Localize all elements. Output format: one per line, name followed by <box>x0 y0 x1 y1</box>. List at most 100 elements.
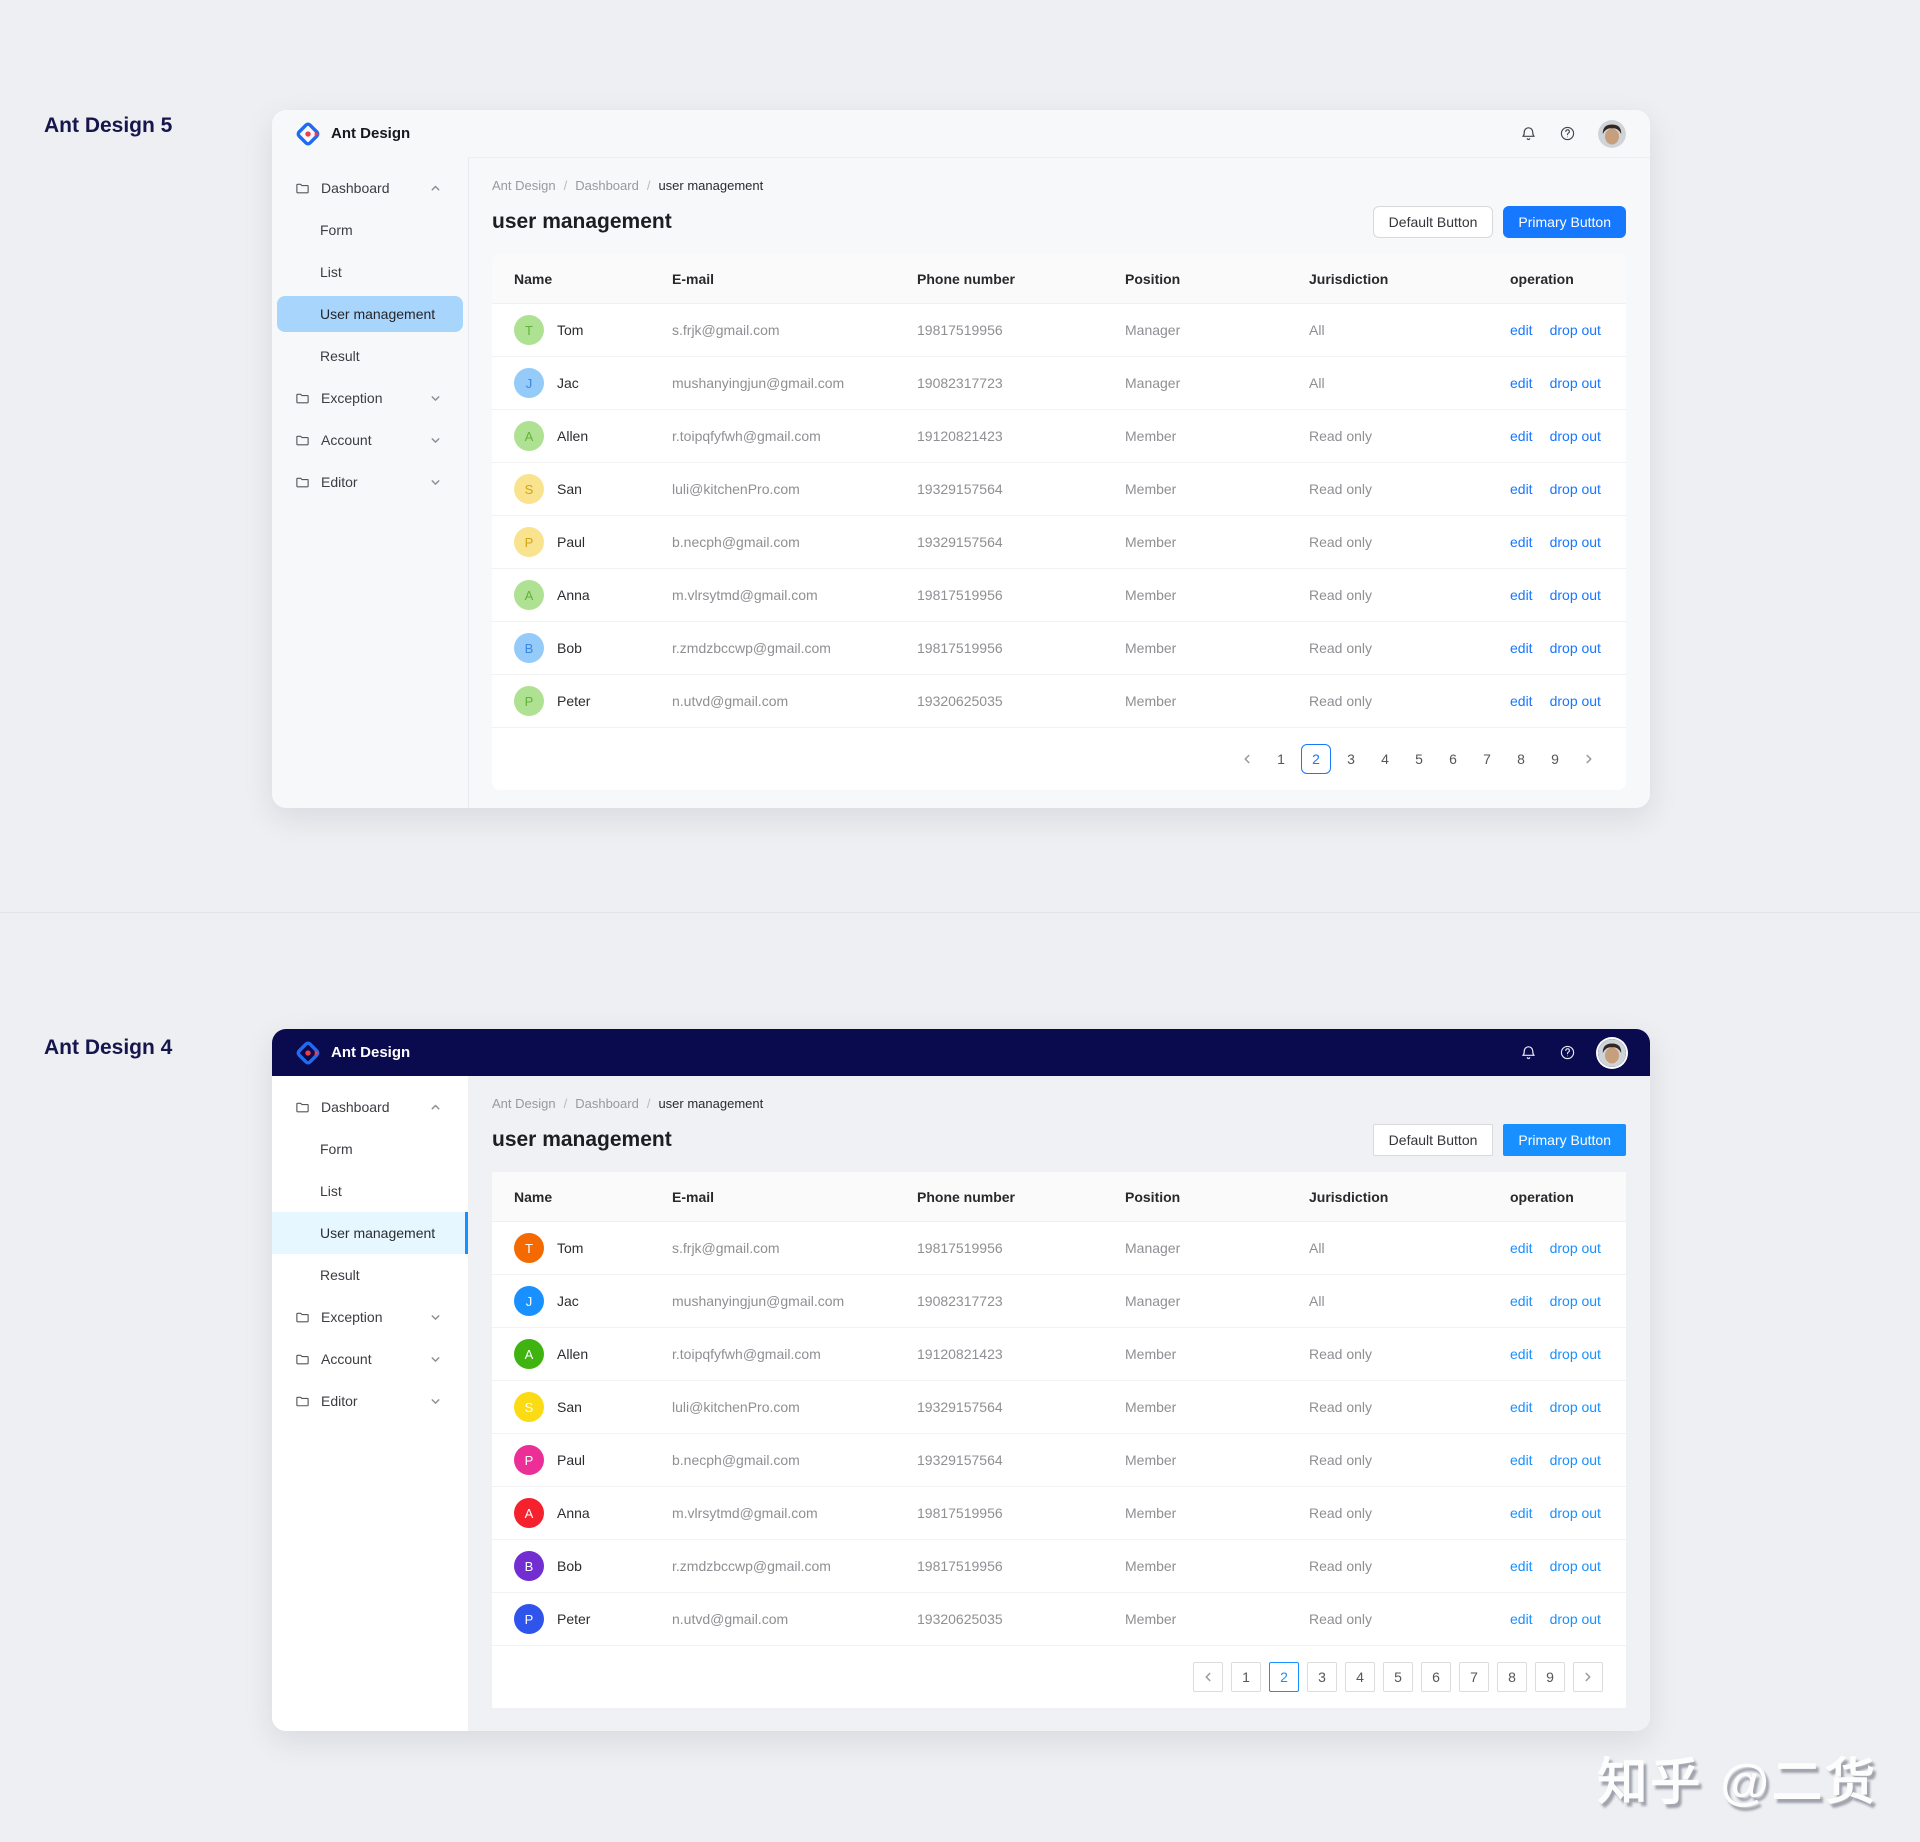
edit-link[interactable]: edit <box>1510 640 1533 656</box>
pagination: 1 2 3 4 5 6 7 8 9 <box>492 1646 1626 1708</box>
edit-link[interactable]: edit <box>1510 428 1533 444</box>
breadcrumb-item[interactable]: Dashboard <box>575 178 639 193</box>
drop-out-link[interactable]: drop out <box>1549 322 1601 338</box>
sidebar-item-account[interactable]: Account <box>272 1338 468 1380</box>
sidebar-item-user-management[interactable]: User management <box>272 1212 468 1254</box>
sidebar-item-list[interactable]: List <box>272 1170 468 1212</box>
pagination-page[interactable]: 4 <box>1345 1662 1375 1692</box>
breadcrumb-item[interactable]: Dashboard <box>575 1096 639 1111</box>
pagination-page[interactable]: 4 <box>1381 751 1389 767</box>
user-initial-avatar: A <box>514 1498 544 1528</box>
user-avatar[interactable] <box>1598 1038 1626 1067</box>
name-cell: T Tom <box>514 1233 672 1263</box>
drop-out-link[interactable]: drop out <box>1549 587 1601 603</box>
primary-button[interactable]: Primary Button <box>1503 1124 1626 1156</box>
edit-link[interactable]: edit <box>1510 322 1533 338</box>
pagination-page[interactable]: 7 <box>1483 751 1491 767</box>
pagination-page[interactable]: 1 <box>1277 751 1285 767</box>
pagination-page[interactable]: 6 <box>1421 1662 1451 1692</box>
folder-icon <box>295 1352 310 1367</box>
drop-out-link[interactable]: drop out <box>1549 640 1601 656</box>
edit-link[interactable]: edit <box>1510 1505 1533 1521</box>
pagination-page[interactable]: 9 <box>1551 751 1559 767</box>
edit-link[interactable]: edit <box>1510 693 1533 709</box>
sidebar-item-user-management[interactable]: User management <box>277 296 463 332</box>
pagination-page[interactable]: 8 <box>1517 751 1525 767</box>
pagination-page[interactable]: 3 <box>1347 751 1355 767</box>
drop-out-link[interactable]: drop out <box>1549 1505 1601 1521</box>
position-cell: Member <box>1125 481 1177 497</box>
pagination-page[interactable]: 5 <box>1415 751 1423 767</box>
table-row: T Tom s.frjk@gmail.com 19817519956 Manag… <box>492 304 1626 357</box>
sidebar-item-exception[interactable]: Exception <box>272 1296 468 1338</box>
sidebar-item-list[interactable]: List <box>272 251 468 293</box>
pagination-page-active[interactable]: 2 <box>1301 744 1331 774</box>
sidebar-item-dashboard[interactable]: Dashboard <box>272 1086 468 1128</box>
bell-icon[interactable] <box>1520 1044 1537 1061</box>
drop-out-link[interactable]: drop out <box>1549 1399 1601 1415</box>
pagination-next[interactable] <box>1573 1662 1603 1692</box>
pagination-page[interactable]: 7 <box>1459 1662 1489 1692</box>
sidebar-item-exception[interactable]: Exception <box>272 377 468 419</box>
sidebar: Dashboard Form List User management Resu… <box>272 157 469 808</box>
edit-link[interactable]: edit <box>1510 1240 1533 1256</box>
sidebar-item-result[interactable]: Result <box>272 335 468 377</box>
drop-out-link[interactable]: drop out <box>1549 1452 1601 1468</box>
drop-out-link[interactable]: drop out <box>1549 481 1601 497</box>
sidebar-item-editor[interactable]: Editor <box>272 461 468 503</box>
name-cell: S San <box>514 474 672 504</box>
pagination-prev[interactable] <box>1233 745 1261 773</box>
edit-link[interactable]: edit <box>1510 1452 1533 1468</box>
table-row: A Allen r.toipqfyfwh@gmail.com 191208214… <box>492 1328 1626 1381</box>
help-icon[interactable] <box>1559 125 1576 142</box>
sidebar-item-editor[interactable]: Editor <box>272 1380 468 1422</box>
pagination-page[interactable]: 5 <box>1383 1662 1413 1692</box>
sidebar-item-form[interactable]: Form <box>272 209 468 251</box>
pagination-next[interactable] <box>1575 745 1603 773</box>
content-area: Ant Design / Dashboard / user management… <box>469 157 1650 808</box>
caret-down-icon <box>429 1311 442 1324</box>
sidebar-item-result[interactable]: Result <box>272 1254 468 1296</box>
drop-out-link[interactable]: drop out <box>1549 1240 1601 1256</box>
sidebar-item-form[interactable]: Form <box>272 1128 468 1170</box>
drop-out-link[interactable]: drop out <box>1549 693 1601 709</box>
sidebar-item-dashboard[interactable]: Dashboard <box>272 167 468 209</box>
pagination-page[interactable]: 6 <box>1449 751 1457 767</box>
edit-link[interactable]: edit <box>1510 587 1533 603</box>
pagination-page[interactable]: 3 <box>1307 1662 1337 1692</box>
edit-link[interactable]: edit <box>1510 375 1533 391</box>
breadcrumb-item[interactable]: Ant Design <box>492 1096 556 1111</box>
default-button[interactable]: Default Button <box>1372 206 1494 238</box>
drop-out-link[interactable]: drop out <box>1549 428 1601 444</box>
breadcrumb-separator: / <box>646 1096 651 1111</box>
breadcrumb-item[interactable]: Ant Design <box>492 178 556 193</box>
edit-link[interactable]: edit <box>1510 1346 1533 1362</box>
edit-link[interactable]: edit <box>1510 534 1533 550</box>
default-button[interactable]: Default Button <box>1372 1124 1494 1156</box>
drop-out-link[interactable]: drop out <box>1549 1293 1601 1309</box>
sidebar-item-label: Exception <box>321 390 383 406</box>
drop-out-link[interactable]: drop out <box>1549 534 1601 550</box>
edit-link[interactable]: edit <box>1510 1399 1533 1415</box>
pagination-page[interactable]: 8 <box>1497 1662 1527 1692</box>
bell-icon[interactable] <box>1520 125 1537 142</box>
user-avatar[interactable] <box>1598 119 1626 148</box>
edit-link[interactable]: edit <box>1510 1293 1533 1309</box>
pagination-page[interactable]: 9 <box>1535 1662 1565 1692</box>
sidebar-item-account[interactable]: Account <box>272 419 468 461</box>
primary-button[interactable]: Primary Button <box>1503 206 1626 238</box>
edit-link[interactable]: edit <box>1510 481 1533 497</box>
phone-cell: 19329157564 <box>917 481 1003 497</box>
pagination-page[interactable]: 1 <box>1231 1662 1261 1692</box>
drop-out-link[interactable]: drop out <box>1549 375 1601 391</box>
phone-cell: 19082317723 <box>917 1293 1003 1309</box>
phone-cell: 19817519956 <box>917 640 1003 656</box>
help-icon[interactable] <box>1559 1044 1576 1061</box>
pagination-prev[interactable] <box>1193 1662 1223 1692</box>
drop-out-link[interactable]: drop out <box>1549 1346 1601 1362</box>
drop-out-link[interactable]: drop out <box>1549 1611 1601 1627</box>
edit-link[interactable]: edit <box>1510 1558 1533 1574</box>
edit-link[interactable]: edit <box>1510 1611 1533 1627</box>
drop-out-link[interactable]: drop out <box>1549 1558 1601 1574</box>
pagination-page-active[interactable]: 2 <box>1269 1662 1299 1692</box>
